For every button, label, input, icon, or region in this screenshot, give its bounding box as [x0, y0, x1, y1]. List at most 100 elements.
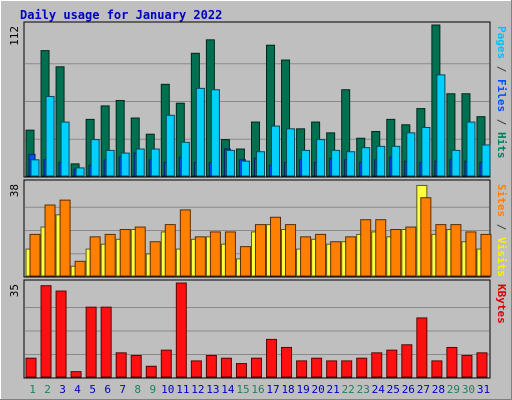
x-tick-day-17: 17 [266, 383, 279, 396]
bar-kbytes-day-5 [85, 306, 97, 378]
bar-sites-day-4 [74, 260, 86, 277]
bar-highlight [407, 133, 410, 175]
bar-highlight [312, 240, 315, 275]
bar-sites-day-6 [104, 233, 116, 277]
bar-highlight [417, 186, 420, 275]
bar-highlight [327, 133, 330, 175]
x-tick-day-24: 24 [372, 383, 386, 396]
bar-kbytes-day-28 [431, 360, 443, 378]
bar-highlight [297, 129, 300, 175]
bar-highlight [421, 198, 424, 275]
bar-highlight [192, 240, 194, 275]
bar-highlight [42, 286, 44, 376]
bar-highlight [192, 54, 194, 175]
bar-highlight [42, 228, 44, 275]
bar-sites-day-31 [480, 233, 492, 277]
bar-highlight [27, 359, 29, 376]
bar-highlight [286, 225, 289, 275]
bar-kbytes-day-13 [205, 355, 217, 378]
bar-sites-day-21 [330, 241, 342, 277]
bar-highlight [346, 237, 349, 275]
bar-highlight [87, 120, 89, 175]
bar-highlight [237, 259, 239, 275]
bar-highlight [391, 230, 394, 275]
bar-highlight [252, 232, 254, 275]
bar-highlight [167, 116, 169, 175]
x-tick-day-19: 19 [296, 383, 309, 396]
bar-highlight [297, 361, 300, 376]
bar-highlight [87, 250, 89, 275]
x-tick-day-29: 29 [447, 383, 460, 396]
bar-highlight [151, 242, 153, 275]
x-tick-day-6: 6 [104, 383, 111, 396]
bar-highlight [181, 210, 183, 275]
x-tick-day-25: 25 [387, 383, 400, 396]
bar-highlight [47, 97, 49, 175]
bar-pages-day-17 [271, 125, 281, 177]
bar-highlight [312, 359, 315, 376]
bar-sites-day-7 [119, 229, 131, 277]
series-legend-label: Sites / Visits [495, 184, 508, 277]
bar-highlight [357, 359, 360, 376]
bar-highlight [267, 340, 270, 376]
bar-highlight [92, 140, 94, 175]
x-tick-day-21: 21 [327, 383, 340, 396]
bar-sites-day-12 [194, 236, 206, 277]
bar-pages-day-20 [316, 139, 326, 177]
bar-sites-day-18 [285, 224, 297, 277]
bar-highlight [87, 308, 89, 376]
bar-sites-day-9 [149, 241, 161, 277]
bar-highlight [422, 128, 425, 175]
bar-highlight [331, 242, 334, 275]
legend-label-part: Visits [495, 237, 508, 277]
x-tick-day-26: 26 [402, 383, 415, 396]
bar-highlight [147, 254, 149, 275]
bar-kbytes-day-23 [356, 357, 368, 378]
legend-label-part: / [495, 217, 508, 237]
bar-highlight [91, 237, 93, 275]
panel-3: 35 KBytes [8, 279, 508, 379]
bar-highlight [196, 237, 198, 275]
bar-pages-day-19 [301, 149, 311, 177]
bar-highlight [242, 162, 244, 175]
bar-pages-day-10 [165, 114, 175, 177]
bar-highlight [327, 245, 330, 275]
bar-highlight [252, 359, 254, 376]
x-tick-day-1: 1 [29, 383, 36, 396]
bar-sites-day-13 [209, 231, 221, 277]
bar-pages-day-6 [105, 149, 115, 177]
bar-highlight [132, 119, 134, 175]
bar-highlight [177, 284, 179, 376]
x-axis-day-labels: 1 2 3 4 5 6 7 8 9 10 11 12 13 14 15 16 17 18 19 20 21 22 23 24 2… [29, 383, 490, 396]
bar-highlight [316, 235, 319, 275]
bar-highlight [117, 101, 119, 175]
bar-highlight [257, 152, 259, 175]
bar-highlight [361, 220, 364, 275]
bar-kbytes-day-2 [40, 285, 52, 378]
bar-sites-day-17 [270, 216, 282, 277]
bar-highlight [102, 106, 104, 175]
bar-pages-day-1 [30, 159, 40, 177]
bar-sites-day-1 [29, 233, 41, 277]
bar-kbytes-day-22 [341, 360, 353, 378]
bar-highlight [222, 359, 224, 376]
bar-highlight [406, 228, 409, 275]
bar-pages-day-29 [451, 149, 461, 177]
bar-highlight [432, 26, 435, 175]
bar-highlight [117, 353, 119, 376]
bar-highlight [132, 356, 134, 376]
bar-highlight [372, 132, 375, 175]
bar-highlight [402, 345, 405, 376]
bar-kbytes-day-8 [130, 355, 142, 378]
bar-highlight [376, 220, 379, 275]
bar-kbytes-day-6 [100, 306, 112, 378]
bar-highlight [447, 348, 450, 376]
x-tick-day-13: 13 [206, 383, 219, 396]
x-tick-day-28: 28 [432, 383, 445, 396]
bar-highlight [301, 237, 304, 275]
bar-highlight [57, 67, 59, 175]
bar-highlight [237, 150, 239, 175]
bar-sites-day-19 [300, 236, 312, 277]
legend-label-part: / [495, 59, 508, 79]
